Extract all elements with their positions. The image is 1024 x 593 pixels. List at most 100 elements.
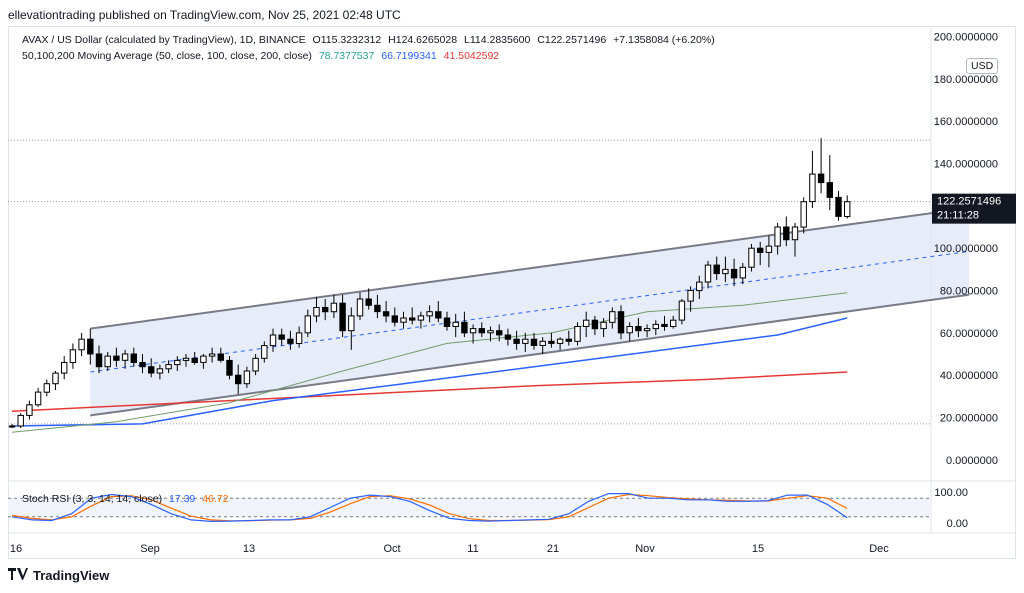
candle bbox=[452, 313, 459, 338]
publisher-line: ellevationtrading published on TradingVi… bbox=[8, 8, 401, 22]
candle-body bbox=[713, 264, 720, 275]
candle-body bbox=[678, 300, 686, 321]
candle bbox=[26, 400, 33, 420]
candle-body bbox=[443, 317, 451, 327]
candle bbox=[200, 354, 207, 369]
ma-line: 50,100,200 Moving Average (50, close, 10… bbox=[22, 50, 312, 62]
tradingview-brand[interactable]: TradingView bbox=[8, 568, 109, 583]
candle bbox=[95, 345, 103, 374]
candle-body bbox=[687, 290, 694, 302]
candle bbox=[252, 354, 259, 376]
candle bbox=[400, 311, 407, 329]
candle-body bbox=[600, 321, 607, 330]
candle-body bbox=[269, 334, 277, 347]
candle-body bbox=[226, 359, 233, 376]
candle-body bbox=[208, 353, 216, 357]
candle-body bbox=[87, 338, 94, 355]
candle-body bbox=[426, 311, 433, 317]
candle bbox=[121, 349, 129, 369]
candle bbox=[800, 197, 807, 234]
candle-body bbox=[95, 353, 103, 368]
candle bbox=[687, 286, 694, 312]
ma50-line bbox=[11, 292, 848, 433]
candle bbox=[809, 150, 816, 208]
candle-body bbox=[174, 359, 181, 366]
price-tick-label: 0.0000000 bbox=[946, 455, 998, 467]
candle bbox=[713, 256, 720, 280]
candle bbox=[748, 243, 755, 272]
candle bbox=[208, 347, 216, 363]
candle bbox=[87, 328, 94, 365]
candle-body bbox=[626, 326, 633, 334]
stoch-d-value: 46.72 bbox=[202, 493, 229, 505]
candle-body bbox=[730, 268, 738, 279]
candle bbox=[704, 260, 712, 289]
last-price-label: 122.2571496 bbox=[937, 196, 1001, 208]
candle-body bbox=[43, 383, 50, 393]
candle-body bbox=[339, 302, 346, 332]
candle-body bbox=[800, 201, 807, 228]
candle bbox=[356, 292, 364, 321]
candle bbox=[791, 222, 799, 257]
candle-body bbox=[295, 332, 303, 344]
currency-button[interactable]: USD bbox=[966, 58, 999, 74]
candle-body bbox=[757, 247, 764, 253]
candle bbox=[461, 311, 468, 338]
time-tick-label: 13 bbox=[243, 543, 255, 555]
candle-body bbox=[17, 414, 24, 427]
price-chart[interactable]: 200.0000000180.0000000160.0000000140.000… bbox=[8, 26, 1016, 559]
candle bbox=[261, 341, 268, 363]
candle-body bbox=[382, 311, 390, 317]
candle-body bbox=[461, 321, 468, 334]
candle-body bbox=[513, 338, 520, 344]
candle-body bbox=[322, 307, 329, 313]
candle bbox=[148, 358, 155, 378]
candle bbox=[165, 360, 172, 374]
candle bbox=[522, 332, 529, 352]
candle bbox=[348, 307, 355, 350]
candle-body bbox=[696, 281, 703, 292]
candle bbox=[574, 322, 581, 346]
chart-frame: 200.0000000 180.0000000 160.0000000 140.000… bbox=[8, 26, 1016, 559]
candle-body bbox=[496, 330, 503, 336]
candle bbox=[235, 364, 242, 395]
time-tick-label: Nov bbox=[635, 543, 655, 555]
symbol-legend: AVAX / US Dollar (calculated by TradingV… bbox=[22, 34, 715, 46]
candle bbox=[52, 370, 59, 390]
candle-body bbox=[748, 247, 755, 268]
candle bbox=[382, 301, 390, 323]
candle bbox=[583, 311, 590, 338]
price-tick-label: 180.0000000 bbox=[934, 74, 998, 86]
candle bbox=[504, 328, 512, 346]
candle bbox=[652, 320, 659, 335]
candle bbox=[496, 324, 503, 342]
candle-body bbox=[617, 311, 625, 334]
candle bbox=[565, 330, 572, 346]
candle-body bbox=[565, 338, 572, 342]
candle-body bbox=[400, 317, 407, 323]
candle bbox=[17, 413, 24, 429]
ohlc-open: O115.3232312 bbox=[312, 34, 382, 46]
candle bbox=[661, 315, 668, 331]
candle bbox=[722, 256, 729, 283]
candle bbox=[34, 387, 42, 407]
candle-body bbox=[591, 319, 599, 330]
candle bbox=[435, 301, 442, 323]
candle-body bbox=[791, 226, 799, 241]
time-tick-label: Sep bbox=[140, 543, 160, 555]
candle bbox=[443, 311, 451, 331]
candle bbox=[643, 324, 651, 338]
candle-body bbox=[278, 334, 285, 340]
candle-body bbox=[809, 173, 816, 203]
time-tick-label: 15 bbox=[752, 543, 764, 555]
candle bbox=[817, 138, 825, 194]
candle-body bbox=[261, 345, 268, 359]
candle-body bbox=[252, 357, 259, 372]
candle bbox=[765, 235, 773, 268]
candle-body bbox=[365, 298, 372, 306]
candle bbox=[339, 294, 346, 338]
candle bbox=[670, 315, 677, 329]
candle bbox=[730, 258, 738, 287]
ma200-value: 41.5042592 bbox=[443, 50, 500, 62]
price-tick-label: 140.0000000 bbox=[934, 159, 998, 171]
